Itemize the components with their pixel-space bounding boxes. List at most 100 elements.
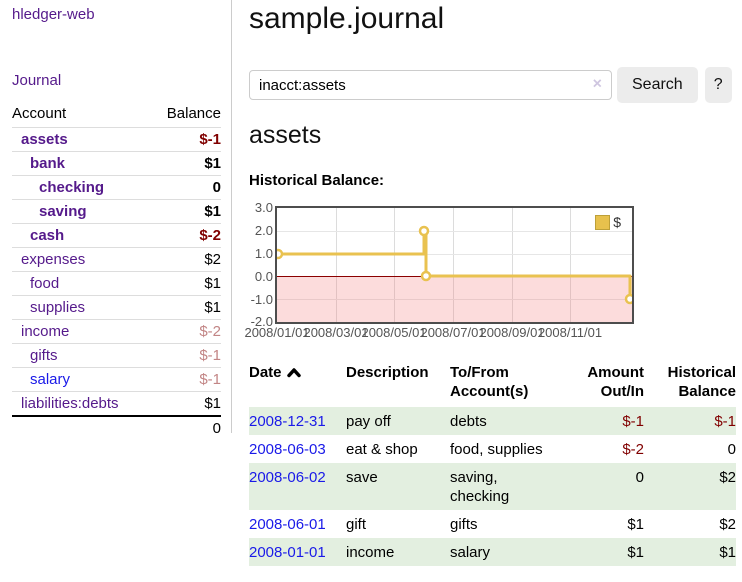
account-link-food[interactable]: food	[30, 275, 60, 292]
account-row: cash $-2	[12, 223, 221, 248]
x-tick: 2008/11/01	[537, 325, 603, 340]
register-header-date[interactable]: Date	[249, 363, 346, 407]
gridline	[570, 208, 571, 322]
clear-search-icon[interactable]: ×	[592, 75, 602, 93]
gridline	[336, 208, 337, 322]
search-button[interactable]: Search	[617, 67, 698, 103]
transaction-accounts: salary	[450, 543, 491, 561]
legend-label: $	[613, 214, 621, 230]
sort-asc-icon	[286, 368, 301, 378]
account-balance: $1	[204, 275, 221, 292]
accounts-header-balance: Balance	[166, 105, 221, 122]
transaction-date-link[interactable]: 2008-06-02	[249, 468, 326, 486]
account-balance: 0	[212, 179, 221, 196]
transaction-date-link[interactable]: 2008-01-01	[249, 543, 326, 561]
account-balance: $-2	[199, 323, 221, 340]
account-row: supplies $1	[12, 295, 221, 320]
chart-legend: $	[595, 214, 621, 230]
y-tick: 0.0	[254, 269, 273, 284]
gridline	[277, 299, 632, 300]
x-tick: 2008/03/01	[303, 325, 369, 340]
account-link-salary[interactable]: salary	[30, 371, 71, 388]
account-link-checking[interactable]: checking	[39, 179, 105, 196]
accounts-header-account: Account	[12, 105, 67, 122]
account-heading: assets	[249, 121, 322, 149]
transaction-amount: $-1	[622, 412, 644, 430]
register-row: 2008-01-01 income salary $1 $1	[249, 538, 736, 566]
register-row: 2008-12-31 pay off debts $-1 $-1	[249, 407, 736, 435]
data-point	[420, 270, 432, 282]
search-input[interactable]	[249, 70, 612, 100]
negative-region	[277, 277, 632, 322]
account-link-cash[interactable]: cash	[30, 227, 65, 244]
sidebar-item-journal[interactable]: Journal	[12, 72, 62, 89]
transaction-accounts: gifts	[450, 515, 478, 533]
account-link-assets[interactable]: assets	[21, 131, 68, 148]
register-header-row: Date Description To/From Account(s) Amou…	[249, 363, 736, 407]
x-tick: 2008/01/01	[244, 325, 310, 340]
x-tick: 2008/05/01	[361, 325, 427, 340]
transaction-date-link[interactable]: 2008-06-01	[249, 515, 326, 533]
data-point	[418, 225, 430, 237]
gridline	[394, 208, 395, 322]
gridline	[277, 254, 632, 255]
transaction-balance: $2	[719, 468, 736, 486]
account-link-expenses[interactable]: expenses	[21, 251, 86, 268]
y-tick: 1.0	[254, 246, 273, 261]
historical-balance-chart: 3.0 2.0 1.0 0.0 -1.0 -2.0	[244, 196, 736, 346]
account-link-saving[interactable]: saving	[39, 203, 87, 220]
account-row: salary $-1	[12, 367, 221, 392]
transaction-description: income	[346, 543, 395, 561]
account-link-gifts[interactable]: gifts	[30, 347, 58, 364]
gridline	[453, 208, 454, 322]
register-row: 2008-06-01 gift gifts $1 $2	[249, 510, 736, 538]
y-tick: 3.0	[254, 200, 273, 215]
transaction-balance: $2	[719, 515, 736, 533]
transaction-date-link[interactable]: 2008-12-31	[249, 412, 326, 430]
legend-swatch-icon	[595, 214, 611, 230]
account-balance: $1	[204, 299, 221, 316]
x-tick: 2008/07/01	[420, 325, 486, 340]
transaction-description: pay off	[346, 412, 391, 430]
account-row: bank $1	[12, 151, 221, 176]
plot-area: $	[275, 206, 634, 324]
transaction-accounts: saving, checking	[450, 468, 510, 505]
register-header-balance: Historical Balance	[667, 364, 736, 400]
account-link-supplies[interactable]: supplies	[30, 299, 86, 316]
transaction-accounts: food, supplies	[450, 440, 543, 458]
search-form: × Search ?	[249, 67, 732, 103]
account-balance: $1	[204, 155, 221, 172]
account-balance: $2	[204, 251, 221, 268]
accounts-total-row: 0	[12, 416, 221, 440]
transaction-balance: 0	[727, 440, 736, 458]
register-table: Date Description To/From Account(s) Amou…	[249, 363, 736, 566]
chart-title: Historical Balance:	[249, 172, 385, 189]
account-balance: $-1	[199, 347, 221, 364]
transaction-amount: $-2	[622, 440, 644, 458]
y-tick: 2.0	[254, 223, 273, 238]
account-row: saving $1	[12, 199, 221, 224]
account-balance: $1	[204, 203, 221, 220]
sidebar: hledger-web Journal Account Balance asse…	[0, 0, 232, 437]
account-row: liabilities:debts $1	[12, 391, 221, 417]
register-row: 2008-06-03 eat & shop food, supplies $-2…	[249, 435, 736, 463]
account-link-income[interactable]: income	[21, 323, 70, 340]
account-balance: $-1	[199, 371, 221, 388]
account-row: gifts $-1	[12, 343, 221, 368]
transaction-date-link[interactable]: 2008-06-03	[249, 440, 326, 458]
page-title: sample.journal	[249, 2, 445, 35]
help-button[interactable]: ?	[704, 67, 732, 103]
account-row: expenses $2	[12, 247, 221, 272]
transaction-description: save	[346, 468, 378, 486]
register-row: 2008-06-02 save saving, checking 0 $2	[249, 463, 736, 510]
account-row: income $-2	[12, 319, 221, 344]
y-tick: -1.0	[250, 292, 273, 307]
account-link-bank[interactable]: bank	[30, 155, 66, 172]
y-tick: -2.0	[250, 314, 273, 329]
balance-line-series	[277, 225, 632, 305]
gridline	[277, 231, 632, 232]
app-title-link[interactable]: hledger-web	[12, 6, 95, 23]
account-link-liabilities-debts[interactable]: liabilities:debts	[21, 395, 119, 412]
transaction-amount: $1	[627, 543, 644, 561]
